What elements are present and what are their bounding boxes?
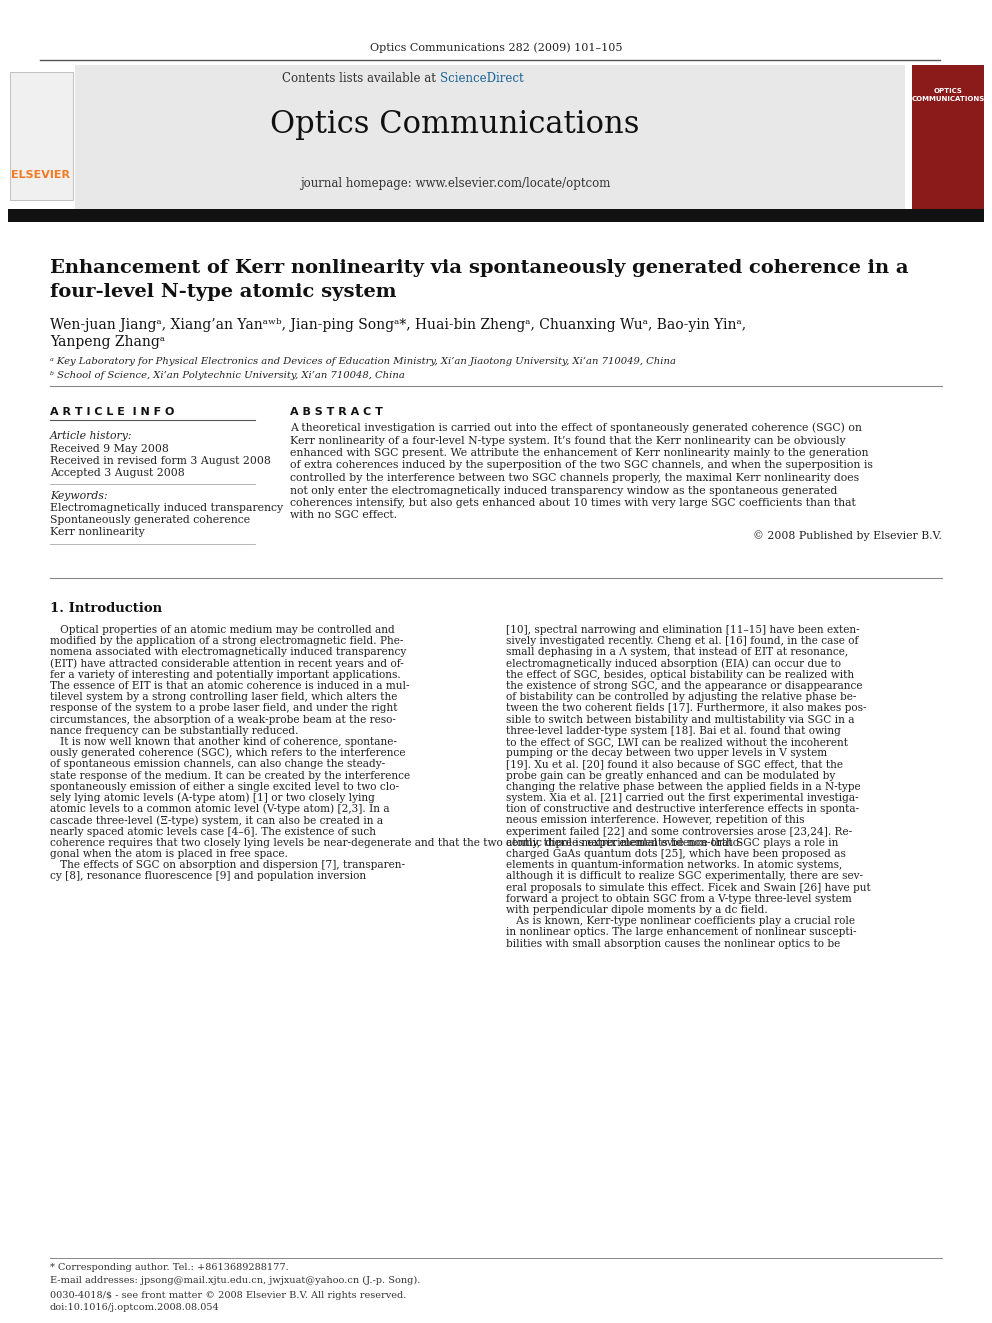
Text: coherence requires that two closely lying levels be near-degenerate and that the: coherence requires that two closely lyin… [50,837,742,848]
Text: in nonlinear optics. The large enhancement of nonlinear suscepti-: in nonlinear optics. The large enhanceme… [506,927,856,938]
Text: It is now well known that another kind of coherence, spontane-: It is now well known that another kind o… [50,737,397,747]
Text: system. Xia et al. [21] carried out the first experimental investiga-: system. Xia et al. [21] carried out the … [506,792,859,803]
Text: (EIT) have attracted considerable attention in recent years and of-: (EIT) have attracted considerable attent… [50,659,404,669]
Text: although it is difficult to realize SGC experimentally, there are sev-: although it is difficult to realize SGC … [506,872,863,881]
Text: © 2008 Published by Elsevier B.V.: © 2008 Published by Elsevier B.V. [753,531,942,541]
Text: cently, there is experimental evidence that SGC plays a role in: cently, there is experimental evidence t… [506,837,838,848]
Text: The essence of EIT is that an atomic coherence is induced in a mul-: The essence of EIT is that an atomic coh… [50,681,410,691]
Text: A R T I C L E  I N F O: A R T I C L E I N F O [50,407,175,417]
Text: Received in revised form 3 August 2008: Received in revised form 3 August 2008 [50,456,271,466]
Text: A theoretical investigation is carried out into the effect of spontaneously gene: A theoretical investigation is carried o… [290,423,862,433]
Text: changing the relative phase between the applied fields in a N-type: changing the relative phase between the … [506,782,861,791]
Text: OPTICS
COMMUNICATIONS: OPTICS COMMUNICATIONS [912,87,985,102]
Text: 0030-4018/$ - see front matter © 2008 Elsevier B.V. All rights reserved.: 0030-4018/$ - see front matter © 2008 El… [50,1290,407,1299]
Text: of extra coherences induced by the superposition of the two SGC channels, and wh: of extra coherences induced by the super… [290,460,873,471]
Text: experiment failed [22] and some controversies arose [23,24]. Re-: experiment failed [22] and some controve… [506,827,852,836]
Text: with perpendicular dipole moments by a dc field.: with perpendicular dipole moments by a d… [506,905,768,916]
Text: Optics Communications 282 (2009) 101–105: Optics Communications 282 (2009) 101–105 [370,42,622,53]
Text: electromagnetically induced absorption (EIA) can occur due to: electromagnetically induced absorption (… [506,659,841,669]
Text: forward a project to obtain SGC from a V-type three-level system: forward a project to obtain SGC from a V… [506,894,852,904]
Text: Optical properties of an atomic medium may be controlled and: Optical properties of an atomic medium m… [50,624,395,635]
Text: the existence of strong SGC, and the appearance or disappearance: the existence of strong SGC, and the app… [506,681,862,691]
Text: tilevel system by a strong controlling laser field, which alters the: tilevel system by a strong controlling l… [50,692,398,703]
Text: ᵃ Key Laboratory for Physical Electronics and Devices of Education Ministry, Xi’: ᵃ Key Laboratory for Physical Electronic… [50,357,676,366]
Text: spontaneously emission of either a single excited level to two clo-: spontaneously emission of either a singl… [50,782,399,791]
FancyBboxPatch shape [75,65,905,210]
Text: ously generated coherence (SGC), which refers to the interference: ously generated coherence (SGC), which r… [50,747,406,758]
Text: probe gain can be greatly enhanced and can be modulated by: probe gain can be greatly enhanced and c… [506,770,835,781]
Text: Yanpeng Zhangᵃ: Yanpeng Zhangᵃ [50,335,165,349]
FancyBboxPatch shape [10,71,73,200]
Text: Received 9 May 2008: Received 9 May 2008 [50,445,169,454]
Text: enhanced with SGC present. We attribute the enhancement of Kerr nonlinearity mai: enhanced with SGC present. We attribute … [290,448,869,458]
FancyBboxPatch shape [8,209,984,222]
Text: circumstances, the absorption of a weak-probe beam at the reso-: circumstances, the absorption of a weak-… [50,714,396,725]
Text: nomena associated with electromagnetically induced transparency: nomena associated with electromagnetical… [50,647,407,658]
Text: ScienceDirect: ScienceDirect [440,71,524,85]
Text: the effect of SGC, besides, optical bistability can be realized with: the effect of SGC, besides, optical bist… [506,669,854,680]
Text: of spontaneous emission channels, can also change the steady-: of spontaneous emission channels, can al… [50,759,385,770]
Text: Spontaneously generated coherence: Spontaneously generated coherence [50,515,250,525]
Text: cy [8], resonance fluorescence [9] and population inversion: cy [8], resonance fluorescence [9] and p… [50,872,366,881]
Text: nance frequency can be substantially reduced.: nance frequency can be substantially red… [50,726,299,736]
Text: elements in quantum-information networks. In atomic systems,: elements in quantum-information networks… [506,860,842,871]
Text: sible to switch between bistability and multistability via SGC in a: sible to switch between bistability and … [506,714,854,725]
Text: Wen-juan Jiangᵃ, Xiang’an Yanᵃʷᵇ, Jian-ping Songᵃ*, Huai-bin Zhengᵃ, Chuanxing W: Wen-juan Jiangᵃ, Xiang’an Yanᵃʷᵇ, Jian-p… [50,318,746,332]
Text: three-level ladder-type system [18]. Bai et al. found that owing: three-level ladder-type system [18]. Bai… [506,726,841,736]
Text: small dephasing in a Λ system, that instead of EIT at resonance,: small dephasing in a Λ system, that inst… [506,647,848,658]
Text: of bistability can be controlled by adjusting the relative phase be-: of bistability can be controlled by adju… [506,692,856,703]
Text: neous emission interference. However, repetition of this: neous emission interference. However, re… [506,815,805,826]
Text: ELSEVIER: ELSEVIER [12,169,70,180]
Text: Keywords:: Keywords: [50,491,107,501]
Text: 1. Introduction: 1. Introduction [50,602,162,614]
Text: eral proposals to simulate this effect. Ficek and Swain [26] have put: eral proposals to simulate this effect. … [506,882,871,893]
Text: not only enter the electromagnetically induced transparency window as the sponta: not only enter the electromagnetically i… [290,486,837,496]
Text: to the effect of SGC, LWI can be realized without the incoherent: to the effect of SGC, LWI can be realize… [506,737,848,747]
Text: gonal when the atom is placed in free space.: gonal when the atom is placed in free sp… [50,849,288,859]
Text: with no SGC effect.: with no SGC effect. [290,511,397,520]
Text: [10], spectral narrowing and elimination [11–15] have been exten-: [10], spectral narrowing and elimination… [506,624,860,635]
Text: tween the two coherent fields [17]. Furthermore, it also makes pos-: tween the two coherent fields [17]. Furt… [506,704,866,713]
Text: journal homepage: www.elsevier.com/locate/optcom: journal homepage: www.elsevier.com/locat… [300,176,610,189]
Text: Contents lists available at: Contents lists available at [283,71,440,85]
Text: E-mail addresses: jpsong@mail.xjtu.edu.cn, jwjxuat@yahoo.cn (J.-p. Song).: E-mail addresses: jpsong@mail.xjtu.edu.c… [50,1275,421,1285]
Text: tion of constructive and destructive interference effects in sponta-: tion of constructive and destructive int… [506,804,859,814]
Text: modified by the application of a strong electromagnetic field. Phe-: modified by the application of a strong … [50,636,404,646]
Text: Enhancement of Kerr nonlinearity via spontaneously generated coherence in a: Enhancement of Kerr nonlinearity via spo… [50,259,909,277]
Text: ᵇ School of Science, Xi’an Polytechnic University, Xi’an 710048, China: ᵇ School of Science, Xi’an Polytechnic U… [50,370,405,380]
Text: sely lying atomic levels (A-type atom) [1] or two closely lying: sely lying atomic levels (A-type atom) [… [50,792,375,803]
Text: four-level N-type atomic system: four-level N-type atomic system [50,283,397,302]
Text: controlled by the interference between two SGC channels properly, the maximal Ke: controlled by the interference between t… [290,474,859,483]
Text: sively investigated recently. Cheng et al. [16] found, in the case of: sively investigated recently. Cheng et a… [506,636,858,646]
Text: The effects of SGC on absorption and dispersion [7], transparen-: The effects of SGC on absorption and dis… [50,860,405,871]
Text: bilities with small absorption causes the nonlinear optics to be: bilities with small absorption causes th… [506,938,840,949]
Text: fer a variety of interesting and potentially important applications.: fer a variety of interesting and potenti… [50,669,401,680]
Text: As is known, Kerr-type nonlinear coefficients play a crucial role: As is known, Kerr-type nonlinear coeffic… [506,917,855,926]
Text: A B S T R A C T: A B S T R A C T [290,407,383,417]
Text: [19]. Xu et al. [20] found it also because of SGC effect, that the: [19]. Xu et al. [20] found it also becau… [506,759,843,770]
Text: cascade three-level (Ξ-type) system, it can also be created in a: cascade three-level (Ξ-type) system, it … [50,815,383,826]
Text: response of the system to a probe laser field, and under the right: response of the system to a probe laser … [50,704,398,713]
Text: Accepted 3 August 2008: Accepted 3 August 2008 [50,468,185,478]
Text: pumping or the decay between two upper levels in V system: pumping or the decay between two upper l… [506,749,827,758]
FancyBboxPatch shape [912,65,984,210]
Text: Kerr nonlinearity of a four-level N-type system. It’s found that the Kerr nonlin: Kerr nonlinearity of a four-level N-type… [290,435,845,446]
Text: charged GaAs quantum dots [25], which have been proposed as: charged GaAs quantum dots [25], which ha… [506,849,846,859]
Text: coherences intensify, but also gets enhanced about 10 times with very large SGC : coherences intensify, but also gets enha… [290,497,856,508]
Text: Kerr nonlinearity: Kerr nonlinearity [50,527,145,537]
Text: Optics Communications: Optics Communications [270,110,640,140]
Text: Article history:: Article history: [50,431,133,441]
Text: * Corresponding author. Tel.: +8613689288177.: * Corresponding author. Tel.: +861368928… [50,1263,289,1273]
Text: atomic levels to a common atomic level (V-type atom) [2,3]. In a: atomic levels to a common atomic level (… [50,804,390,815]
Text: doi:10.1016/j.optcom.2008.08.054: doi:10.1016/j.optcom.2008.08.054 [50,1303,220,1311]
Text: nearly spaced atomic levels case [4–6]. The existence of such: nearly spaced atomic levels case [4–6]. … [50,827,376,836]
Text: Electromagnetically induced transparency: Electromagnetically induced transparency [50,503,283,513]
Text: state response of the medium. It can be created by the interference: state response of the medium. It can be … [50,770,410,781]
